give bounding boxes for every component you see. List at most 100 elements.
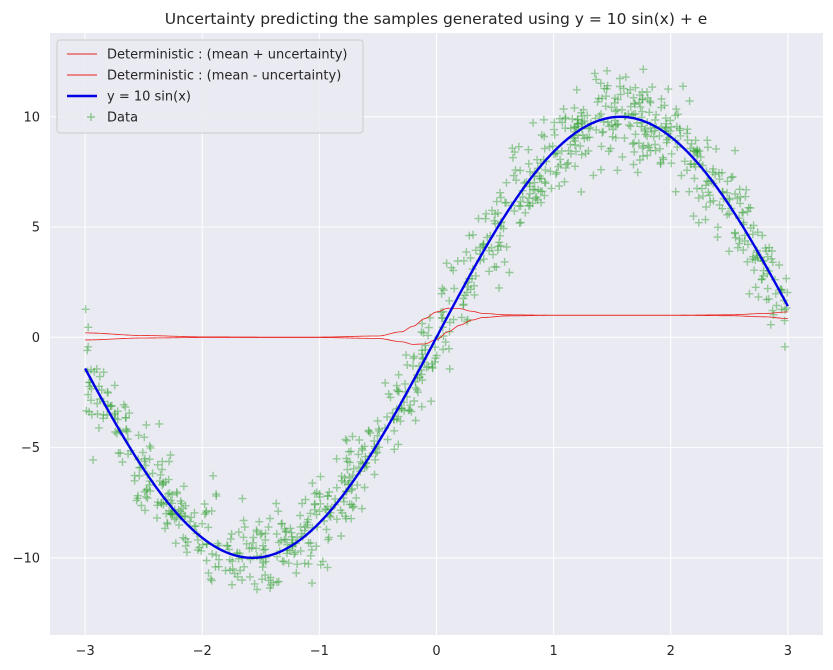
data-point — [82, 406, 91, 415]
data-point — [258, 575, 267, 584]
data-point — [735, 185, 744, 194]
data-point — [598, 94, 606, 103]
data-point — [228, 564, 237, 573]
data-point — [118, 458, 127, 466]
data-point — [651, 140, 659, 149]
data-point — [318, 557, 327, 566]
data-point — [487, 243, 496, 252]
data-point — [595, 112, 604, 121]
data-point — [409, 354, 418, 363]
data-point — [780, 316, 789, 325]
data-point — [316, 560, 325, 569]
data-point — [645, 97, 654, 106]
data-point — [417, 328, 426, 336]
data-point — [87, 384, 96, 393]
data-point — [536, 187, 545, 196]
data-point — [691, 162, 700, 171]
data-point — [394, 387, 403, 396]
data-point — [652, 110, 661, 119]
data-point — [629, 93, 638, 102]
data-point — [491, 219, 500, 228]
data-point — [539, 115, 548, 124]
data-point — [340, 478, 349, 487]
data-point — [374, 425, 383, 434]
data-point — [255, 517, 264, 526]
data-point — [466, 254, 475, 262]
data-point — [93, 399, 102, 408]
data-point — [256, 530, 265, 539]
data-point — [415, 373, 424, 382]
data-point — [711, 170, 720, 179]
data-point — [97, 386, 106, 395]
data-point — [602, 92, 611, 101]
data-point — [103, 388, 112, 396]
data-point — [545, 142, 554, 151]
data-point — [625, 121, 633, 130]
data-point — [561, 163, 570, 172]
data-point — [723, 177, 732, 186]
data-point — [394, 412, 403, 421]
data-point — [125, 409, 134, 418]
data-point — [490, 216, 499, 225]
data-point — [122, 425, 131, 434]
data-point — [430, 358, 439, 366]
data-point — [606, 144, 615, 153]
data-point — [748, 230, 757, 239]
data-point — [348, 432, 357, 441]
legend-label: y = 10 sin(x) — [107, 90, 191, 105]
data-point — [306, 509, 315, 518]
data-point — [343, 457, 352, 466]
data-point — [161, 477, 170, 486]
data-point — [373, 431, 382, 440]
data-point — [92, 365, 101, 373]
data-point — [510, 148, 519, 157]
data-point — [121, 413, 130, 422]
data-point — [566, 124, 575, 133]
data-point — [193, 535, 202, 544]
data-point — [148, 469, 157, 478]
data-point — [153, 498, 162, 507]
data-point — [515, 219, 524, 227]
data-point — [630, 99, 639, 108]
data-point — [660, 101, 669, 110]
data-point — [259, 558, 268, 567]
data-point — [373, 448, 382, 457]
data-point — [345, 458, 354, 467]
data-point — [566, 149, 575, 158]
data-point — [570, 103, 579, 112]
data-point — [176, 497, 185, 506]
data-point — [614, 120, 622, 129]
y-tick-label: 0 — [32, 331, 40, 346]
data-point — [713, 223, 722, 232]
data-point — [561, 113, 570, 122]
data-point — [157, 499, 166, 508]
data-point — [168, 490, 177, 499]
data-point — [481, 214, 490, 223]
data-point — [540, 144, 549, 153]
data-point — [464, 283, 473, 291]
data-point — [550, 130, 559, 139]
data-point — [158, 457, 167, 466]
data-point — [106, 402, 115, 410]
data-point — [172, 488, 181, 497]
plot-layer — [81, 65, 792, 594]
data-point — [439, 286, 448, 295]
data-point — [570, 123, 579, 132]
data-point — [560, 177, 569, 186]
data-point — [163, 518, 172, 527]
data-point — [695, 147, 704, 155]
data-point — [401, 379, 409, 388]
data-point — [138, 448, 147, 457]
data-point — [393, 386, 402, 395]
data-point — [757, 274, 766, 283]
data-point — [290, 550, 299, 559]
data-point — [672, 105, 681, 114]
data-point — [460, 291, 469, 300]
data-point — [658, 153, 667, 162]
data-point — [111, 409, 119, 418]
data-point — [406, 401, 415, 410]
data-point — [518, 193, 527, 202]
data-point — [286, 524, 295, 533]
data-point — [651, 146, 660, 155]
data-point — [342, 436, 351, 445]
